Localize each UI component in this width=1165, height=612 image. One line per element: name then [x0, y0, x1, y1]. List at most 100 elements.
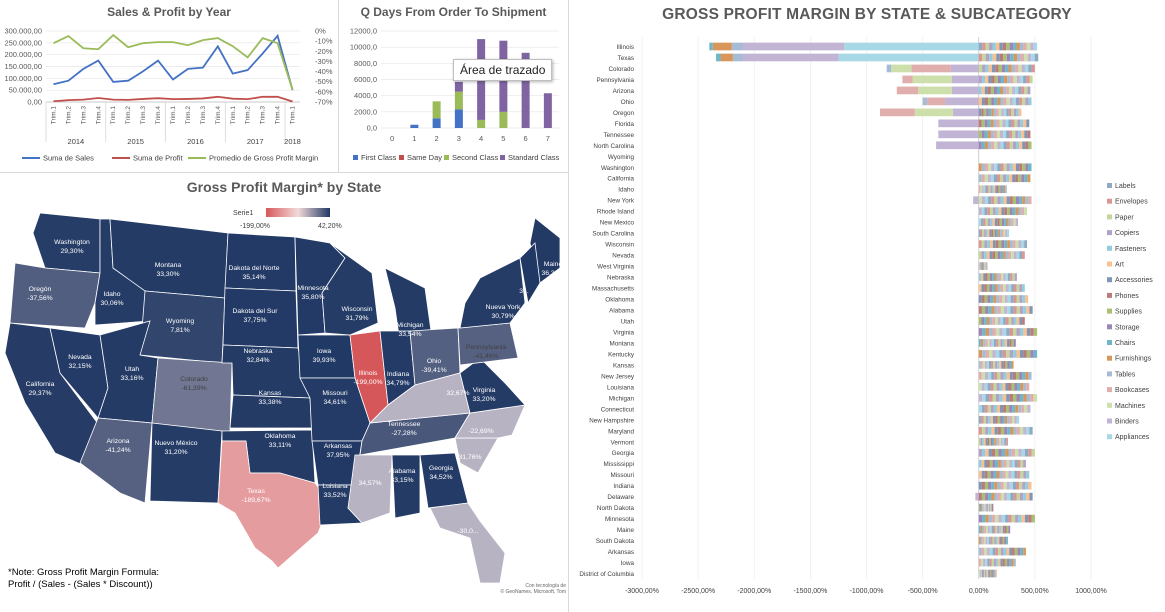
pos-segment [1001, 64, 1006, 73]
pos-segment [994, 492, 998, 501]
pos-segment [993, 404, 997, 413]
pos-segment [1000, 86, 1004, 95]
legend-swatch [1107, 355, 1112, 361]
pos-segment [985, 42, 990, 51]
legend-label: Chairs [1115, 340, 1136, 347]
pos-segment [989, 503, 991, 512]
pos-segment [997, 361, 1000, 369]
pos-segment [981, 218, 984, 227]
legend-label: Standard Class [508, 153, 560, 162]
pos-segment [1008, 514, 1012, 523]
pos-segment [1028, 64, 1032, 73]
sales-profit-chart[interactable]: 300.000,00 250.000,00 200.000,00 150.000,00… [0, 0, 338, 172]
pos-segment [1010, 492, 1014, 501]
pos-segment [1009, 372, 1013, 380]
pos-segment [1001, 229, 1004, 237]
pos-segment [1010, 306, 1014, 314]
pos-segment [981, 207, 985, 216]
pos-segment [1009, 361, 1012, 369]
pos-segment [994, 569, 996, 578]
state-label: Maryland [608, 428, 634, 435]
pos-segment [1007, 361, 1010, 369]
subcategory-chart[interactable]: -3000,00% -2500,00% -2000,00% -1500,00% -100… [569, 0, 1165, 612]
pos-segment [1021, 240, 1025, 248]
pos-segment [985, 558, 988, 567]
x-tick-label: 3 [457, 134, 461, 143]
pos-segment [984, 295, 988, 303]
pos-segment [982, 569, 985, 578]
state-label-value: 35,14% [242, 274, 265, 281]
pos-segment [997, 317, 1001, 325]
pos-segment [980, 262, 981, 270]
state-label-name: Ohio [427, 358, 442, 365]
state-label: Connecticut [601, 406, 635, 413]
pos-segment [1008, 119, 1012, 128]
legend-label: Art [1115, 262, 1124, 269]
state-label-name: Alabama [389, 468, 416, 475]
neg-segment [914, 108, 953, 117]
pos-segment [987, 185, 989, 194]
pos-segment [1003, 130, 1007, 139]
pos-segment [1023, 306, 1027, 314]
pos-segment [1003, 481, 1007, 490]
y-tick-label: 250.000,00 [4, 38, 42, 47]
pos-segment [1022, 196, 1026, 205]
pos-segment [993, 415, 996, 424]
state-label-value: 29,30% [60, 248, 83, 255]
state-label: Ohio [621, 99, 635, 106]
state-label: Michigan [609, 395, 635, 402]
pos-segment [1013, 492, 1017, 501]
pos-segment [995, 328, 1000, 336]
pos-segment [1018, 207, 1022, 216]
pos-segment [1007, 415, 1010, 424]
pos-segment [985, 503, 987, 512]
pos-segment [998, 558, 1001, 567]
bar-segment [454, 81, 463, 92]
pos-segment [980, 339, 984, 347]
pos-segment [1026, 383, 1030, 391]
pos-segment [1009, 42, 1014, 51]
pos-segment [981, 426, 986, 435]
state-shape [151, 357, 233, 434]
pos-segment [1005, 284, 1009, 292]
pos-segment [994, 558, 997, 567]
pos-segment [1022, 163, 1026, 172]
state-map-chart[interactable]: Serie1 -199,00% 42,20% Washington 29,30% Oreg… [0, 173, 568, 612]
x-tick-label: -3000,00% [625, 588, 659, 595]
pos-segment [988, 569, 990, 578]
pos-segment [1010, 273, 1013, 281]
pos-segment [1000, 163, 1004, 172]
pos-segment [1007, 306, 1011, 314]
pos-segment [1003, 317, 1006, 325]
pos-segment [978, 295, 982, 303]
pos-segment [992, 350, 996, 358]
pos-segment [990, 503, 992, 512]
legend-swatch [1107, 245, 1112, 251]
legend-label: Machines [1115, 403, 1145, 410]
pos-segment [1012, 196, 1016, 205]
pos-segment [1015, 64, 1019, 73]
year-label: 2014 [68, 137, 85, 146]
pos-segment [1026, 306, 1030, 314]
pos-segment [983, 218, 986, 227]
pos-segment [978, 426, 982, 435]
pos-segment [990, 383, 994, 391]
pos-segment [1023, 393, 1027, 402]
pos-segment [1000, 459, 1004, 468]
state-label-value: 33,15% [390, 477, 413, 484]
pos-segment [1013, 317, 1017, 325]
pos-segment [995, 525, 998, 534]
pos-segment [991, 514, 996, 523]
state-label: Pennsylvania [597, 77, 635, 84]
state-label: Rhode Island [597, 209, 635, 216]
pos-segment [1004, 558, 1008, 567]
pos-segment [986, 284, 990, 292]
pos-segment [978, 306, 982, 314]
pos-segment [1033, 42, 1038, 51]
pos-segment [984, 470, 988, 479]
pos-segment [1016, 328, 1020, 336]
state-label-name: Nuevo México [154, 440, 197, 447]
ship-days-chart[interactable]: 12000,0 10000,0 8000,0 6000,0 4000,0 2000,0 0,… [339, 0, 568, 172]
pos-segment [1000, 547, 1004, 556]
pos-segment [1009, 240, 1013, 248]
